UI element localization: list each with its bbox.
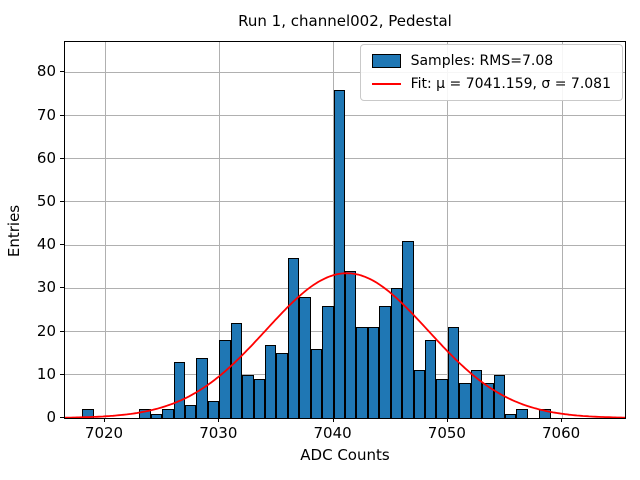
gridline-vertical [104,42,106,418]
histogram-bar [150,413,163,418]
y-tick-label: 10 [36,364,56,383]
histogram-bar [310,348,323,418]
histogram-bar [333,89,345,418]
histogram-bar [356,327,368,418]
gridline-horizontal [65,158,625,160]
y-tick-label: 50 [36,191,56,210]
x-tick-label: 7030 [199,424,238,442]
histogram-bar [253,379,265,418]
y-tick-mark [60,417,64,418]
histogram-bar [390,288,403,418]
y-tick-mark [60,71,64,73]
y-tick-label: 70 [36,105,56,124]
x-tick-mark [561,418,563,422]
legend-fit-line-icon [371,83,401,85]
histogram-bar [185,405,197,418]
gridline-horizontal [65,114,625,116]
chart-title: Run 1, channel002, Pedestal [238,12,452,30]
histogram-bar [207,400,220,418]
y-tick-label: 20 [36,321,56,340]
y-tick-mark [60,287,64,289]
y-axis-label: Entries [5,204,23,258]
histogram-bar [379,305,391,418]
y-tick-label: 80 [36,62,56,81]
histogram-bar [470,370,483,418]
x-tick-mark [446,418,448,422]
histogram-bar [162,409,174,418]
histogram-bar [299,297,311,418]
x-axis-label: ADC Counts [300,446,390,464]
histogram-bar [516,409,528,418]
histogram-bar [539,409,551,418]
gridline-horizontal [65,244,625,246]
x-tick-mark [218,418,220,422]
y-tick-label: 30 [36,278,56,297]
legend: Samples: RMS=7.08 Fit: μ = 7041.159, σ =… [359,44,623,101]
histogram-bar [173,361,185,418]
histogram-bar [402,240,414,418]
gridline-vertical [218,42,220,418]
y-tick-label: 40 [36,235,56,254]
histogram-bar [436,379,448,418]
histogram-bar [242,374,254,418]
x-tick-mark [332,418,334,422]
y-tick-mark [60,157,64,159]
histogram-bar [287,258,300,418]
histogram-bar [367,327,380,418]
legend-fit-label: Fit: μ = 7041.159, σ = 7.081 [410,76,611,92]
y-tick-mark [60,330,64,332]
histogram-bar [196,357,208,418]
y-tick-mark [60,244,64,246]
y-tick-label: 60 [36,148,56,167]
histogram-bar [345,271,357,418]
gridline-vertical [447,42,449,418]
histogram-bar [265,344,277,418]
legend-item-fit: Fit: μ = 7041.159, σ = 7.081 [371,76,611,92]
legend-samples-label: Samples: RMS=7.08 [410,53,554,69]
x-tick-mark [104,418,105,422]
histogram-bar [459,383,471,418]
y-tick-label: 0 [46,408,56,426]
histogram-bar [322,305,334,418]
x-tick-label: 7050 [427,424,466,442]
histogram-bar [219,340,231,418]
histogram-bar [505,413,517,418]
x-tick-label: 7020 [84,424,124,442]
gridline-vertical [561,42,563,418]
histogram-bar [82,409,94,418]
legend-item-samples: Samples: RMS=7.08 [371,53,611,69]
y-tick-mark [60,373,64,375]
histogram-bar [493,374,505,418]
histogram-bar [482,383,494,418]
gridline-horizontal [65,71,625,73]
histogram-bar [447,327,460,418]
y-tick-mark [60,114,64,116]
histogram-bar [276,353,288,418]
x-tick-label: 7060 [542,424,581,442]
histogram-bar [425,340,437,418]
y-tick-mark [60,200,64,202]
histogram-bar [230,322,243,418]
histogram-bar [413,370,425,418]
histogram-bar [139,409,151,418]
legend-samples-swatch [371,54,401,68]
gridline-horizontal [65,201,625,203]
x-tick-label: 7040 [313,424,352,442]
